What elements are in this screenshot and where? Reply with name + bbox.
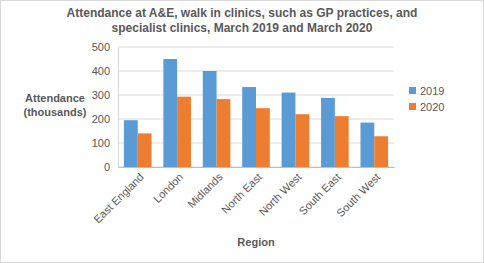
y-tick: 200 [92, 113, 118, 125]
x-tick: Midlands [185, 167, 225, 210]
bar [360, 123, 374, 167]
legend-entry: 2020 [409, 101, 444, 113]
y-tick: 500 [92, 41, 118, 53]
legend-label: 2019 [420, 85, 444, 97]
y-tick: 100 [92, 137, 118, 149]
x-tick-label: North West [256, 171, 303, 218]
x-axis-line [119, 167, 395, 168]
plot: 0 100 200 300 400 500 East EnglandLondonMidlan… [91, 41, 394, 225]
x-tick: South West [334, 167, 383, 219]
x-tick: London [151, 167, 185, 205]
bar [242, 87, 256, 167]
x-tick-label: Midlands [185, 170, 225, 210]
y-tick: 300 [92, 89, 118, 101]
y-axis-title-line: Attendance [25, 92, 85, 104]
bar [163, 59, 177, 167]
x-tick: North West [256, 167, 303, 218]
y-tick-label: 500 [92, 41, 110, 53]
grid [118, 47, 394, 167]
legend-entry: 2019 [409, 85, 444, 97]
bar [335, 116, 349, 167]
bar [203, 71, 217, 167]
y-axis-line [118, 48, 119, 168]
y-axis-title: Attendance (thousands) [24, 92, 87, 118]
title: Attendance at A&E, walk in clinics, such… [67, 6, 418, 35]
title-line: Attendance at A&E, walk in clinics, such… [67, 6, 418, 20]
bar [138, 133, 152, 167]
title-line: specialist clinics, March 2019 and March… [112, 21, 373, 35]
bars [124, 59, 388, 167]
grid-line [118, 47, 394, 48]
bar [282, 93, 296, 167]
x-tick: East England [91, 167, 146, 225]
bar [321, 98, 335, 167]
chart: Attendance at A&E, walk in clinics, such… [0, 0, 484, 263]
legend: 2019 2020 [409, 85, 444, 113]
y-tick-label: 400 [92, 65, 110, 77]
y-tick: 400 [92, 65, 118, 77]
bar [374, 136, 388, 167]
y-axis: 0 100 200 300 400 500 [92, 41, 119, 173]
x-tick-label: East England [91, 171, 146, 226]
y-tick-label: 200 [92, 113, 110, 125]
bar [217, 99, 231, 167]
legend-label: 2020 [420, 101, 444, 113]
y-tick-label: 100 [92, 137, 110, 149]
legend-swatch [409, 87, 416, 94]
x-tick-label: London [151, 171, 185, 205]
bar [124, 120, 138, 167]
y-tick-label: 0 [104, 161, 110, 173]
chart-border [1, 1, 484, 263]
bar [256, 108, 270, 167]
x-tick-label: South West [334, 171, 383, 220]
y-tick-label: 300 [92, 89, 110, 101]
grid-line [118, 71, 394, 72]
y-tick: 0 [104, 161, 118, 173]
x-axis-title: Region [237, 236, 275, 248]
y-axis-title-line: (thousands) [24, 106, 87, 118]
bar [295, 114, 309, 167]
legend-swatch [409, 103, 416, 110]
bar [177, 97, 191, 167]
x-axis: East EnglandLondonMidlandsNorth EastNort… [91, 167, 394, 225]
